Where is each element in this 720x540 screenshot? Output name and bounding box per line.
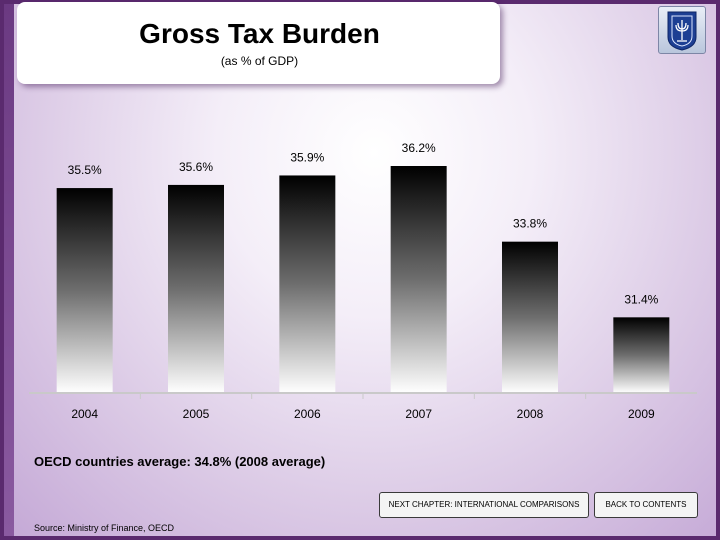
left-decorative-band <box>4 4 14 536</box>
x-tick-label-2005: 2005 <box>183 407 210 421</box>
data-label-2006: 35.9% <box>290 150 324 164</box>
slide-background <box>4 4 716 536</box>
x-tick-label-2008: 2008 <box>517 407 544 421</box>
x-tick-label-2009: 2009 <box>628 407 655 421</box>
bar-2004 <box>56 188 113 393</box>
back-to-contents-button[interactable]: BACK TO CONTENTS <box>594 492 698 518</box>
bar-2005 <box>168 184 224 393</box>
x-tick-label-2004: 2004 <box>71 407 98 421</box>
chart-title: Gross Tax Burden <box>139 18 380 49</box>
state-emblem-icon <box>658 6 706 54</box>
data-label-2009: 31.4% <box>624 292 658 306</box>
title-box <box>17 2 500 84</box>
data-label-2007: 36.2% <box>402 141 436 155</box>
source-note: Source: Ministry of Finance, OECD <box>34 523 175 533</box>
next-chapter-button[interactable]: NEXT CHAPTER: INTERNATIONAL COMPARISONS <box>379 492 589 518</box>
bar-2006 <box>279 175 336 393</box>
x-tick-label-2006: 2006 <box>294 407 321 421</box>
data-label-2005: 35.6% <box>179 160 213 174</box>
data-label-2004: 35.5% <box>68 163 102 177</box>
chart-subtitle: (as % of GDP) <box>220 54 299 68</box>
bar-2009 <box>613 317 670 393</box>
oecd-average-note: OECD countries average: 34.8% (2008 aver… <box>34 454 326 469</box>
data-label-2008: 33.8% <box>513 217 547 231</box>
x-tick-label-2007: 2007 <box>405 407 432 421</box>
bar-2008 <box>502 241 558 393</box>
bar-2007 <box>390 166 447 393</box>
